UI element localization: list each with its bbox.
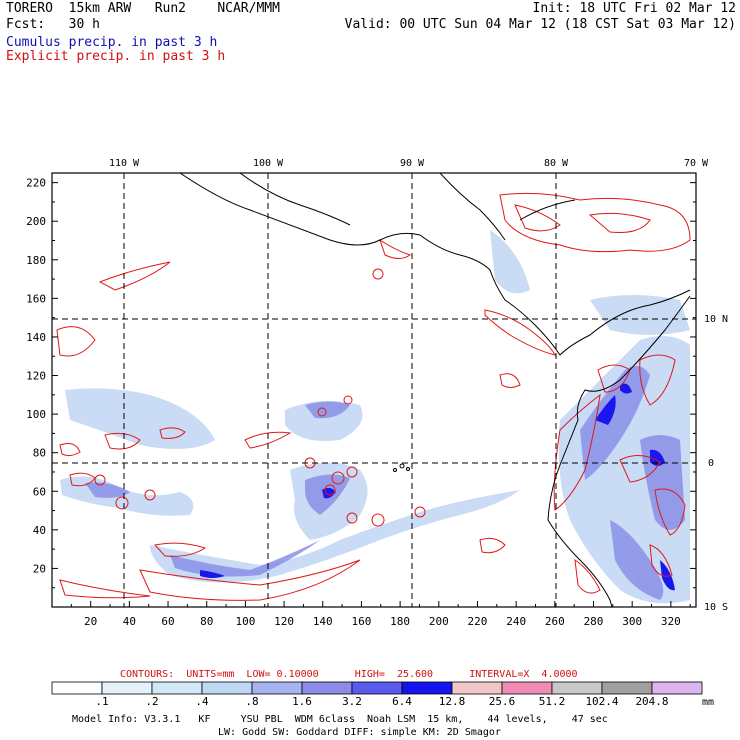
colorbar-tick-label: 204.8 xyxy=(635,695,668,708)
y-axis-ticks xyxy=(52,182,696,589)
x-tick-label: 240 xyxy=(506,615,526,628)
y-tick-label: 140 xyxy=(26,331,46,344)
model-info: Model Info: V3.3.1 KF YSU PBL WDM 6class… xyxy=(72,714,608,725)
colorbar-unit: mm xyxy=(702,697,714,708)
colorbar-tick-label: 12.8 xyxy=(439,695,466,708)
y-tick-label: 160 xyxy=(26,292,46,305)
y-tick-label: 80 xyxy=(33,447,46,460)
lon-label: 100 W xyxy=(253,158,284,169)
y-tick-label: 180 xyxy=(26,254,46,267)
colorbar-tick-label: .1 xyxy=(95,695,108,708)
coastlines xyxy=(179,173,691,607)
colorbar-tick-label: 3.2 xyxy=(342,695,362,708)
x-tick-label: 320 xyxy=(661,615,681,628)
lon-label: 80 W xyxy=(544,158,569,169)
lat-label: 10 S xyxy=(704,602,728,613)
x-tick-label: 280 xyxy=(584,615,604,628)
colorbar-swatch xyxy=(401,681,453,695)
x-tick-label: 260 xyxy=(545,615,565,628)
contours-info: CONTOURS: UNITS=mm LOW= 0.10000 HIGH= 25… xyxy=(120,669,578,680)
forecast-hour: Fcst: 30 h xyxy=(6,17,100,32)
colorbar-swatch xyxy=(51,681,103,695)
y-tick-label: 120 xyxy=(26,370,46,383)
x-tick-label: 200 xyxy=(429,615,449,628)
physics-info: LW: Godd SW: Goddard DIFF: simple KM: 2D… xyxy=(218,727,501,738)
x-tick-label: 160 xyxy=(351,615,371,628)
lon-label: 90 W xyxy=(400,158,425,169)
lon-label: 110 W xyxy=(109,158,140,169)
colorbar-swatch xyxy=(451,681,503,695)
y-axis-tick-labels: 20 40 60 80 100 120 140 160 180 200 220 xyxy=(26,177,46,576)
lon-labels: 110 W 100 W 90 W 80 W 70 W xyxy=(109,158,709,169)
colorbar-swatch xyxy=(151,681,203,695)
x-tick-label: 60 xyxy=(161,615,174,628)
init-time: Init: 18 UTC Fri 02 Mar 12 xyxy=(532,1,737,16)
legend-explicit: Explicit precip. in past 3 h xyxy=(6,49,226,64)
y-tick-label: 220 xyxy=(26,177,46,190)
cumulus-precip-heavy xyxy=(200,383,675,591)
x-tick-label: 220 xyxy=(468,615,488,628)
y-tick-label: 100 xyxy=(26,408,46,421)
colorbar-labels: .1 .2 .4 .8 1.6 3.2 6.4 12.8 25.6 51.2 102.4 204.8 xyxy=(95,695,668,708)
y-tick-label: 20 xyxy=(33,562,46,575)
colorbar-swatch xyxy=(201,681,253,695)
colorbar-swatch xyxy=(601,681,653,695)
lon-label: 70 W xyxy=(684,158,709,169)
x-tick-label: 180 xyxy=(390,615,410,628)
colorbar-swatch xyxy=(501,681,553,695)
lat-label: 0 xyxy=(708,458,714,469)
colorbar-swatch xyxy=(551,681,603,695)
colorbar-tick-label: 6.4 xyxy=(392,695,412,708)
colorbar-tick-label: 1.6 xyxy=(292,695,312,708)
explicit-precip-contours xyxy=(56,192,691,601)
colorbar-swatch xyxy=(301,681,353,695)
colorbar-swatch xyxy=(101,681,153,695)
colorbar-tick-label: .4 xyxy=(195,695,209,708)
y-tick-label: 60 xyxy=(33,485,46,498)
x-tick-label: 100 xyxy=(235,615,255,628)
valid-time: Valid: 00 UTC Sun 04 Mar 12 (18 CST Sat … xyxy=(344,17,736,32)
x-tick-label: 140 xyxy=(313,615,333,628)
colorbar-tick-label: 102.4 xyxy=(585,695,618,708)
lat-labels: 10 N 0 10 S xyxy=(704,314,728,613)
colorbar-tick-label: .2 xyxy=(145,695,158,708)
legend-cumulus: Cumulus precip. in past 3 h xyxy=(6,35,218,50)
colorbar-tick-label: 25.6 xyxy=(489,695,516,708)
colorbar-swatch xyxy=(651,681,703,695)
x-tick-label: 20 xyxy=(84,615,97,628)
graticule xyxy=(52,173,696,607)
colorbar xyxy=(51,681,703,695)
x-axis-tick-labels: 20 40 60 80 100 120 140 160 180 200 220 240 260 280 30… xyxy=(84,615,681,628)
colorbar-tick-label: 51.2 xyxy=(539,695,566,708)
x-tick-label: 300 xyxy=(622,615,642,628)
x-tick-label: 80 xyxy=(200,615,213,628)
model-title: TORERO 15km ARW Run2 NCAR/MMM xyxy=(6,1,280,16)
x-axis-ticks xyxy=(70,601,691,607)
y-tick-label: 40 xyxy=(33,524,46,537)
lat-label: 10 N xyxy=(704,314,728,325)
colorbar-swatch xyxy=(251,681,303,695)
colorbar-tick-label: .8 xyxy=(245,695,258,708)
y-tick-label: 200 xyxy=(26,215,46,228)
x-tick-label: 40 xyxy=(123,615,136,628)
x-tick-label: 120 xyxy=(274,615,294,628)
colorbar-swatch xyxy=(351,681,403,695)
